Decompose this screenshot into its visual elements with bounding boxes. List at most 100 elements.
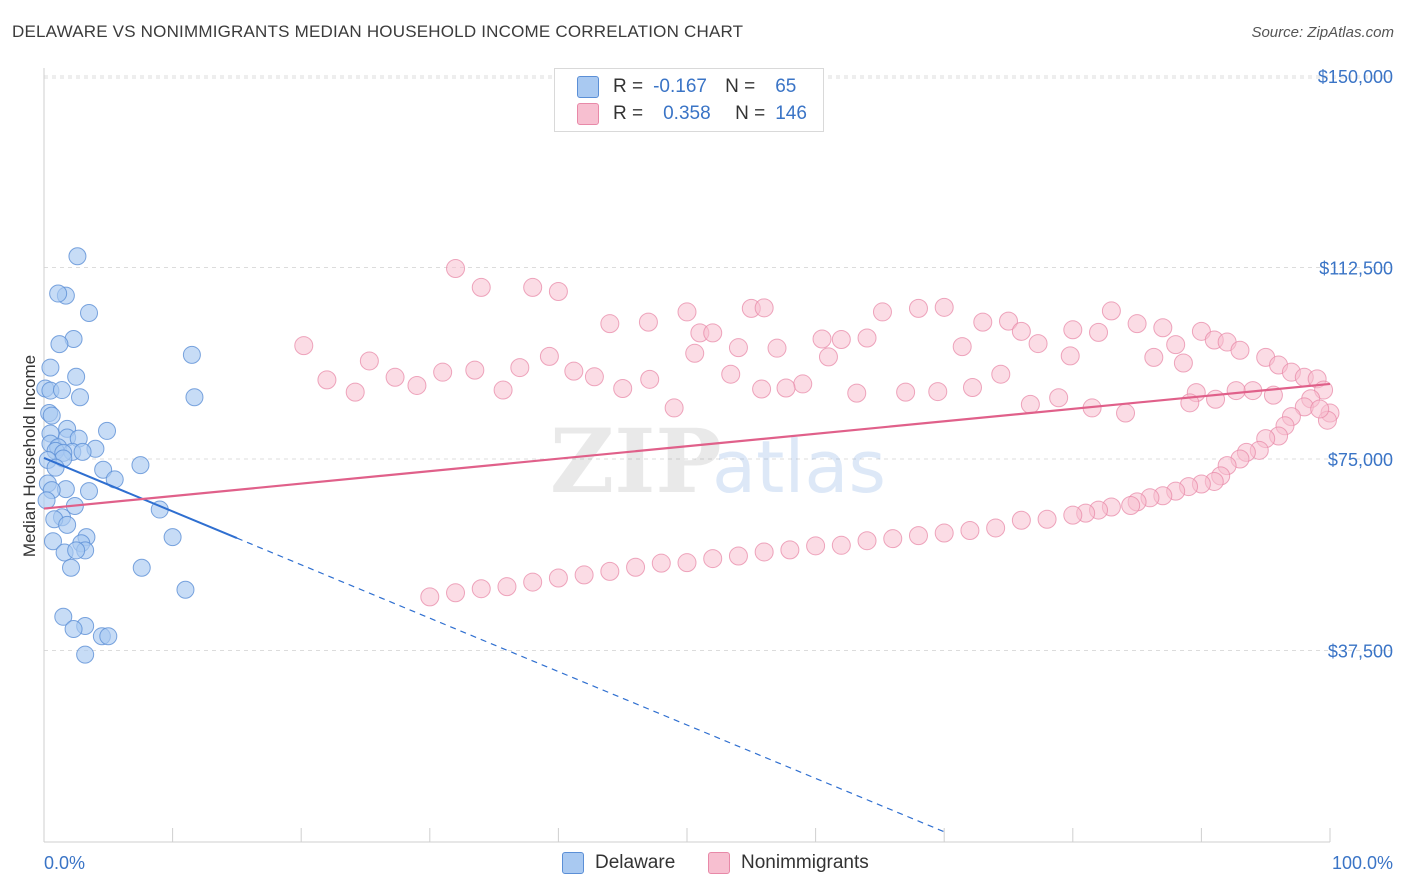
nonimmigrants-point-83 — [446, 583, 466, 603]
legend-swatch-nonimmigrants — [577, 103, 599, 125]
trend-lines — [43, 382, 1331, 833]
nonimmigrants-point-105 — [991, 364, 1011, 384]
nonimmigrants-point-13 — [818, 347, 838, 367]
legend-row-nonimmigrants: R = 0.358 N = 146 — [577, 102, 807, 126]
n-value-nonimmigrants: 146 — [775, 103, 807, 124]
nonimmigrants-point-69 — [806, 536, 826, 556]
nonimmigrants-point-107 — [928, 382, 948, 402]
stats-legend: R = -0.167 N = 65 R = 0.358 N = 146 — [554, 68, 824, 132]
nonimmigrants-point-61 — [1011, 510, 1031, 530]
nonimmigrants-point-5 — [638, 312, 658, 332]
y-tick-label-0: $37,500 — [1328, 642, 1393, 662]
nonimmigrants-point-128 — [345, 382, 365, 402]
nonimmigrants-point-110 — [793, 374, 813, 394]
nonimmigrants-point-3 — [548, 282, 568, 302]
y-tick-label-1: $75,000 — [1328, 450, 1393, 470]
nonimmigrants-point-112 — [752, 379, 772, 399]
nonimmigrants-point-111 — [776, 378, 796, 398]
watermark-zip: ZIP — [550, 409, 722, 513]
nonimmigrants-point-121 — [510, 358, 530, 378]
delaware-point-12 — [71, 388, 90, 407]
legend-row-delaware: R = -0.167 N = 65 — [577, 75, 796, 99]
chart-title: DELAWARE VS NONIMMIGRANTS MEDIAN HOUSEHO… — [12, 22, 744, 41]
nonimmigrants-point-75 — [651, 553, 671, 573]
delaware-point-0 — [68, 247, 87, 266]
nonimmigrants-point-118 — [584, 367, 604, 387]
nonimmigrants-point-23 — [1101, 301, 1121, 321]
nonimmigrants-point-19 — [999, 311, 1018, 331]
bottom-legend-delaware: Delaware — [562, 852, 675, 874]
nonimmigrants-point-89 — [1060, 346, 1080, 366]
delaware-trend-dashed — [236, 537, 945, 833]
n-value-delaware: 65 — [775, 76, 797, 97]
nonimmigrants-point-85 — [812, 329, 832, 349]
nonimmigrants-point-122 — [493, 380, 513, 400]
y-tick-labels: $37,500 $75,000 $112,500 $150,000 — [1318, 67, 1393, 662]
nonimmigrants-point-11 — [728, 338, 748, 358]
nonimmigrants-point-0 — [446, 259, 466, 279]
bottom-legend-nonimmigrants: Nonimmigrants — [708, 852, 869, 874]
nonimmigrants-point-66 — [883, 529, 903, 549]
nonimmigrants-point-96 — [1310, 399, 1330, 419]
nonimmigrants-point-76 — [626, 557, 646, 577]
nonimmigrants-point-65 — [908, 526, 928, 546]
nonimmigrants-point-109 — [847, 383, 867, 403]
bottom-legend-label-nonimmigrants: Nonimmigrants — [741, 852, 869, 873]
delaware-point-44 — [163, 528, 182, 547]
nonimmigrants-point-10 — [703, 323, 723, 343]
nonimmigrants-point-2 — [523, 277, 543, 297]
nonimmigrants-point-129 — [317, 370, 337, 390]
nonimmigrants-point-6 — [677, 302, 697, 322]
nonimmigrants-point-17 — [934, 297, 954, 317]
y-axis-label: Median Household Income — [20, 355, 39, 557]
delaware-point-11 — [53, 381, 72, 400]
nonimmigrants-trend — [43, 382, 1331, 510]
nonimmigrants-point-108 — [896, 382, 916, 402]
delaware-point-15 — [42, 406, 61, 425]
r-value-delaware: -0.167 — [653, 76, 707, 97]
nonimmigrants-point-106 — [962, 378, 982, 398]
delaware-point-32 — [94, 460, 113, 479]
x-tick-label-min: 0.0% — [44, 853, 85, 873]
delaware-points — [36, 247, 204, 664]
delaware-point-38 — [37, 491, 56, 510]
nonimmigrants-point-88 — [1028, 334, 1048, 354]
nonimmigrants-point-72 — [728, 546, 748, 566]
delaware-point-59 — [76, 645, 95, 664]
delaware-point-54 — [54, 607, 73, 626]
nonimmigrants-point-104 — [1020, 394, 1040, 414]
nonimmigrants-point-25 — [1153, 318, 1173, 338]
nonimmigrants-point-78 — [574, 565, 594, 585]
x-tick-label-max: 100.0% — [1332, 853, 1393, 873]
source-label: Source: ZipAtlas.com — [1251, 24, 1394, 41]
nonimmigrants-point-77 — [600, 561, 620, 581]
nonimmigrants-point-103 — [1049, 388, 1069, 408]
nonimmigrants-point-20 — [1011, 321, 1031, 341]
nonimmigrants-point-125 — [407, 375, 427, 395]
nonimmigrants-point-12 — [767, 338, 787, 358]
watermark: ZIP atlas — [550, 409, 886, 513]
delaware-point-8 — [67, 367, 86, 386]
delaware-point-3 — [80, 303, 99, 322]
nonimmigrants-point-62 — [986, 518, 1006, 538]
nonimmigrants-point-99 — [1206, 389, 1226, 409]
nonimmigrants-point-70 — [780, 540, 800, 560]
bottom-swatch-nonimmigrants — [708, 852, 730, 874]
bottom-legend-label-delaware: Delaware — [595, 852, 676, 873]
delaware-point-26 — [73, 442, 92, 461]
nonimmigrants-point-130 — [294, 336, 314, 356]
delaware-point-31 — [46, 458, 65, 477]
nonimmigrants-point-98 — [1226, 381, 1246, 401]
nonimmigrants-point-79 — [548, 568, 568, 588]
nonimmigrants-point-90 — [1144, 347, 1164, 367]
nonimmigrants-point-16 — [908, 298, 928, 318]
delaware-point-2 — [49, 284, 68, 303]
nonimmigrants-point-67 — [857, 531, 877, 551]
nonimmigrants-point-114 — [685, 343, 705, 363]
y-tick-label-2: $112,500 — [1319, 259, 1393, 279]
r-label: R = — [613, 76, 644, 97]
nonimmigrants-point-127 — [359, 351, 379, 371]
nonimmigrants-point-119 — [564, 361, 584, 381]
nonimmigrants-point-60 — [1037, 509, 1057, 529]
nonimmigrants-point-82 — [471, 579, 491, 599]
